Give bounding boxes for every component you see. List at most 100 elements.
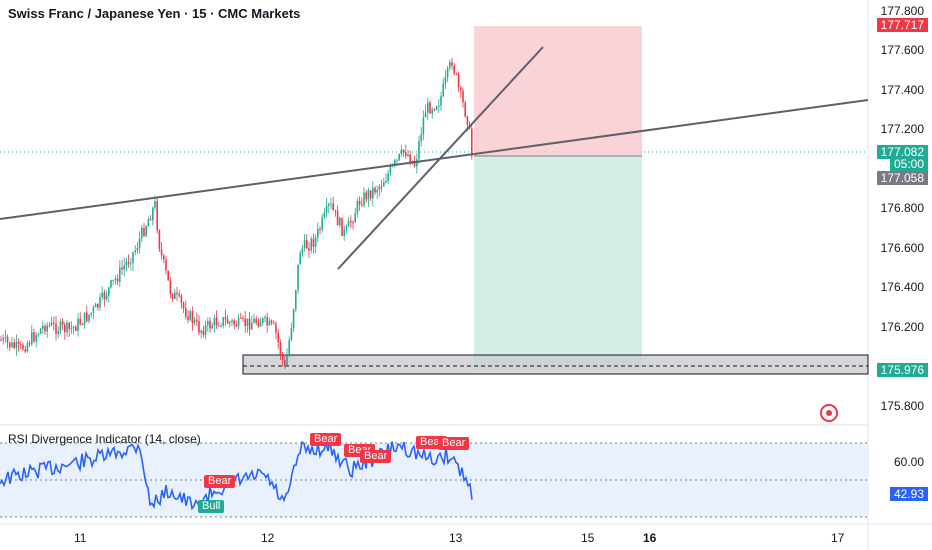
candle-body (295, 290, 297, 310)
candle-body (211, 325, 213, 329)
candle-body (365, 192, 367, 200)
candle-body (101, 292, 103, 298)
candle-body (339, 217, 341, 226)
candle-body (116, 278, 119, 282)
candle-body (31, 332, 33, 345)
candle-body (396, 159, 398, 161)
take-profit-zone (474, 156, 642, 370)
candle-body (451, 62, 453, 66)
candle-body (240, 317, 242, 319)
candle-body (413, 160, 416, 167)
candle-body (112, 279, 114, 281)
candle-body (402, 149, 405, 153)
candle-body (317, 228, 319, 238)
candle-body (427, 102, 429, 113)
current-price-tag: 177.082 (876, 145, 928, 159)
candle-body (37, 333, 40, 336)
candle-body (218, 325, 220, 327)
target-icon[interactable] (820, 404, 838, 422)
candle-body (132, 252, 134, 264)
candle-body (358, 200, 361, 205)
candle-body (356, 200, 359, 214)
price-label: 176.600 (880, 241, 924, 255)
candle-body (347, 220, 350, 227)
candle-body (235, 324, 238, 327)
candle-body (246, 318, 249, 327)
candle-body (180, 295, 183, 304)
candle-body (189, 311, 191, 321)
price-label: 177.200 (880, 122, 924, 136)
candle-body (308, 248, 310, 251)
candle-body (378, 186, 381, 190)
candle-body (303, 240, 306, 249)
candle-body (163, 255, 165, 260)
candle-body (33, 332, 35, 342)
candle-body (405, 152, 407, 156)
candle-body (79, 318, 81, 325)
target-price-tag: 175.976 (876, 363, 928, 377)
candle-body (143, 227, 145, 236)
candle-body (48, 325, 51, 327)
candle-body (334, 209, 337, 211)
candle-body (55, 323, 57, 334)
bull-signal: Bull (198, 500, 225, 513)
candle-body (376, 189, 378, 193)
candle-body (435, 106, 438, 110)
candlestick-series (0, 57, 473, 370)
long-trendline (0, 99, 869, 220)
bear-signal: Bear (360, 450, 392, 463)
candle-body (77, 318, 79, 331)
candle-body (4, 336, 7, 339)
chart-title: Swiss Franc / Japanese Yen · 15 · CMC Ma… (8, 6, 301, 21)
price-label: 176.800 (880, 201, 924, 215)
candle-body (149, 219, 152, 221)
candle-body (26, 343, 29, 352)
candle-body (361, 204, 363, 206)
candle-body (147, 219, 150, 227)
rising-trendline (337, 46, 544, 270)
candle-body (301, 248, 304, 254)
candle-body (457, 73, 460, 88)
candle-body (83, 312, 86, 325)
candle-body (185, 308, 187, 317)
candle-body (127, 261, 130, 264)
candle-body (160, 249, 163, 256)
candle-body (255, 318, 257, 323)
candle-body (167, 270, 169, 281)
candle-body (46, 325, 48, 332)
candle-body (198, 320, 200, 333)
candle-body (352, 222, 354, 224)
bear-signal: Bear (438, 437, 470, 450)
candle-body (220, 325, 222, 327)
candle-body (446, 67, 449, 77)
candle-body (141, 227, 143, 239)
candle-body (20, 343, 22, 345)
candle-body (325, 205, 328, 213)
candle-body (59, 321, 62, 332)
candle-body (138, 238, 141, 248)
candle-body (264, 317, 266, 319)
candle-body (231, 320, 233, 322)
candle-body (380, 186, 383, 188)
candle-body (222, 317, 224, 326)
candle-body (86, 312, 88, 322)
candle-body (270, 320, 273, 323)
candle-body (400, 149, 403, 155)
candle-body (61, 321, 64, 325)
candle-body (257, 322, 260, 327)
candle-body (281, 354, 284, 360)
candle-body (385, 181, 387, 183)
candle-body (200, 330, 202, 333)
candle-body (389, 166, 392, 174)
candle-body (152, 207, 154, 221)
candle-body (284, 359, 286, 366)
candle-body (372, 187, 374, 199)
candle-body (442, 83, 444, 97)
candle-body (407, 154, 409, 156)
candle-body (262, 318, 264, 323)
candle-body (292, 309, 295, 329)
candle-body (108, 287, 110, 296)
candle-body (17, 341, 20, 344)
candle-body (114, 278, 117, 280)
